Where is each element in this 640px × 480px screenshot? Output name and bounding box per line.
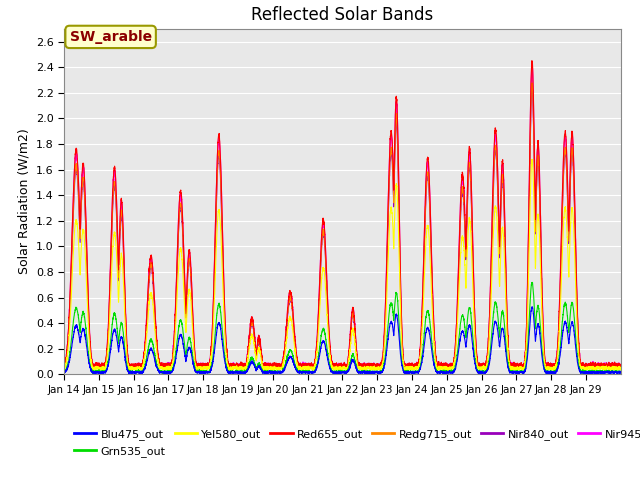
Nir945_out <box>580 366 588 372</box>
Line: Red655_out: Red655_out <box>64 60 621 369</box>
Nir945_out <box>274 365 282 371</box>
Yel580_out <box>385 244 392 250</box>
Blu475_out <box>79 326 87 332</box>
Nir945_out <box>485 336 493 341</box>
Nir840_out <box>60 361 68 367</box>
Yel580_out <box>528 156 536 162</box>
Redg715_out <box>274 364 282 370</box>
Grn535_out <box>528 279 536 285</box>
Grn535_out <box>274 370 282 375</box>
Nir840_out <box>225 367 232 372</box>
Yel580_out <box>226 368 234 374</box>
Grn535_out <box>549 372 557 377</box>
Nir945_out <box>385 195 392 201</box>
Red655_out <box>400 359 408 365</box>
Nir945_out <box>399 358 407 363</box>
Nir840_out <box>322 263 330 269</box>
Nir945_out <box>60 361 68 367</box>
Redg715_out <box>79 177 87 183</box>
Redg715_out <box>617 364 625 370</box>
Grn535_out <box>399 367 407 372</box>
Nir945_out <box>79 168 87 173</box>
Redg715_out <box>60 361 68 367</box>
Redg715_out <box>322 259 330 265</box>
Redg715_out <box>528 80 536 86</box>
Red655_out <box>60 361 68 367</box>
Yel580_out <box>60 364 68 370</box>
Blu475_out <box>528 304 536 310</box>
Red655_out <box>617 363 625 369</box>
Line: Redg715_out: Redg715_out <box>64 83 621 370</box>
Yel580_out <box>322 291 330 297</box>
Blu475_out <box>617 370 625 375</box>
Red655_out <box>79 162 87 168</box>
Blu475_out <box>322 346 330 351</box>
Grn535_out <box>617 369 625 374</box>
Title: Reflected Solar Bands: Reflected Solar Bands <box>252 6 433 24</box>
Nir840_out <box>79 181 87 187</box>
Yel580_out <box>617 366 625 372</box>
Nir840_out <box>385 202 392 208</box>
Red655_out <box>485 330 493 336</box>
Blu475_out <box>274 369 282 375</box>
Nir840_out <box>528 85 536 91</box>
Text: SW_arable: SW_arable <box>70 30 152 44</box>
Nir945_out <box>617 362 625 368</box>
Legend: Blu475_out, Grn535_out, Yel580_out, Red655_out, Redg715_out, Nir840_out, Nir945_: Blu475_out, Grn535_out, Yel580_out, Red6… <box>70 425 640 461</box>
Redg715_out <box>485 337 493 343</box>
Blu475_out <box>485 363 493 369</box>
Blu475_out <box>385 332 392 338</box>
Red655_out <box>322 254 330 260</box>
Y-axis label: Solar Radiation (W/m2): Solar Radiation (W/m2) <box>17 129 30 275</box>
Yel580_out <box>274 365 282 371</box>
Line: Nir840_out: Nir840_out <box>64 88 621 370</box>
Line: Grn535_out: Grn535_out <box>64 282 621 374</box>
Grn535_out <box>322 337 330 343</box>
Line: Yel580_out: Yel580_out <box>64 159 621 371</box>
Line: Blu475_out: Blu475_out <box>64 307 621 374</box>
Grn535_out <box>485 360 493 366</box>
Redg715_out <box>399 358 407 364</box>
Redg715_out <box>579 367 586 372</box>
Blu475_out <box>399 368 407 373</box>
Nir840_out <box>400 360 408 365</box>
Yel580_out <box>485 344 493 350</box>
Red655_out <box>274 362 282 368</box>
Nir840_out <box>274 363 282 369</box>
Nir840_out <box>485 335 493 340</box>
Blu475_out <box>60 369 68 375</box>
Grn535_out <box>79 311 87 317</box>
Yel580_out <box>400 362 408 368</box>
Red655_out <box>528 58 536 63</box>
Blu475_out <box>408 372 416 377</box>
Red655_out <box>385 185 392 191</box>
Grn535_out <box>60 368 68 374</box>
Grn535_out <box>385 319 392 324</box>
Redg715_out <box>385 204 392 210</box>
Nir840_out <box>617 363 625 369</box>
Red655_out <box>129 366 136 372</box>
Line: Nir945_out: Nir945_out <box>64 67 621 369</box>
Nir945_out <box>528 64 536 70</box>
Yel580_out <box>79 228 87 234</box>
Nir945_out <box>322 253 330 259</box>
